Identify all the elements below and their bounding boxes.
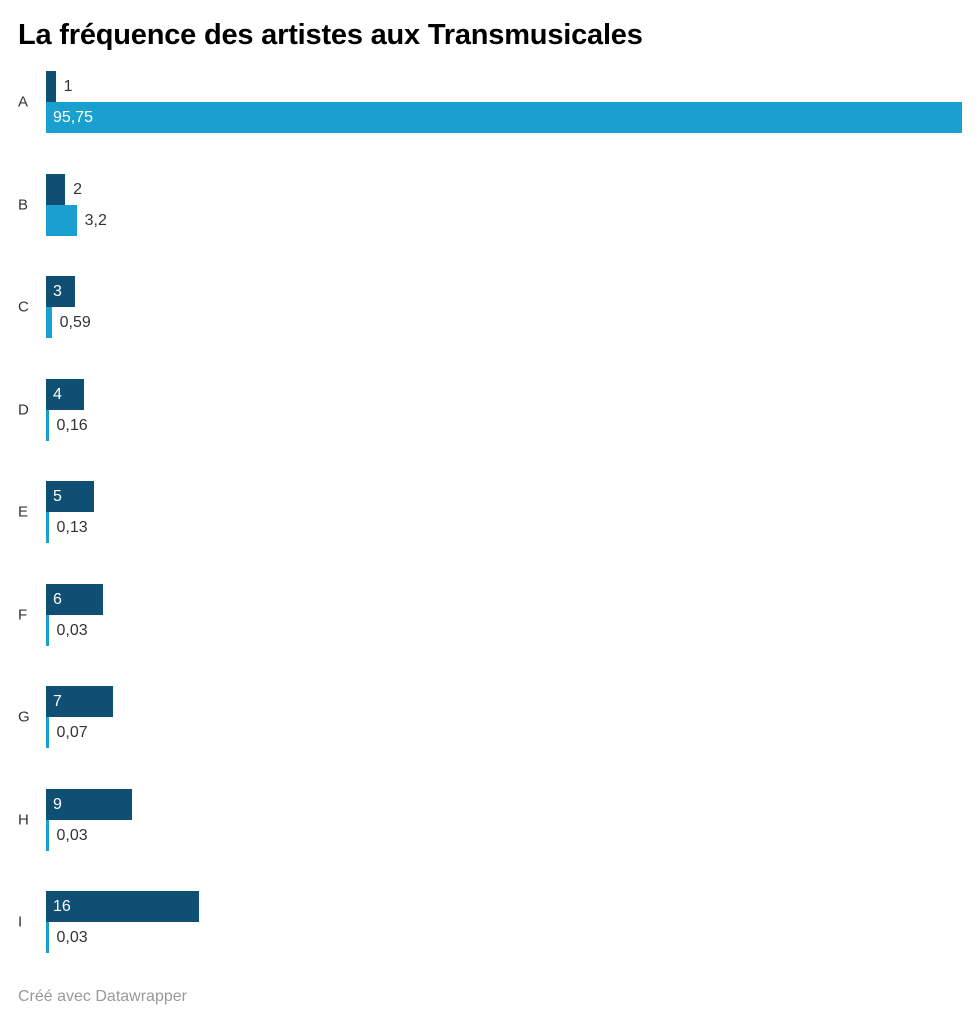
value-label: 5 — [53, 488, 62, 505]
category-label: D — [18, 401, 29, 418]
bar-row-secondary: 0,07 — [46, 717, 962, 748]
category-label: E — [18, 503, 29, 521]
bar-secondary — [46, 204, 77, 236]
bar-primary — [46, 788, 133, 820]
category-label: A — [18, 93, 29, 111]
bar-secondary — [46, 819, 49, 851]
value-label: 9 — [53, 795, 62, 813]
value-label: 3 — [53, 283, 62, 300]
value-label: 2 — [73, 180, 83, 198]
value-label: 0,03 — [56, 621, 88, 639]
category-label: F — [18, 606, 28, 623]
bar-group-f: F 6 0,03 — [18, 583, 962, 646]
bar-row-primary: 4 — [46, 378, 962, 410]
bar-row-secondary: 0,59 — [46, 307, 962, 338]
datawrapper-credit-link[interactable]: Créé avec Datawrapper — [18, 988, 187, 1005]
bar-row-secondary: 3,2 — [46, 204, 962, 236]
value-label: 0,59 — [59, 314, 91, 331]
bar-row-primary: 5 — [46, 481, 962, 512]
bar-primary — [46, 173, 66, 205]
bar-group-h: H 9 0,03 — [18, 788, 962, 851]
bar-group-b: B 2 3,2 — [18, 173, 962, 236]
bar-row-primary: 9 — [46, 788, 962, 820]
bar-group-g: G 7 0,07 — [18, 686, 962, 748]
value-label: 0,16 — [56, 416, 88, 434]
bar-secondary — [46, 512, 49, 543]
bar-row-secondary: 0,03 — [46, 922, 962, 953]
value-label: 3,2 — [84, 211, 107, 229]
bar-primary — [46, 686, 113, 717]
bar-row-secondary: 95,75 — [46, 102, 962, 133]
bar-group-c: C 3 0,59 — [18, 276, 962, 338]
bar-secondary — [46, 409, 49, 441]
bar-row-secondary: 0,16 — [46, 409, 962, 441]
category-label: I — [18, 913, 23, 931]
value-label: 7 — [53, 693, 62, 710]
bar-row-secondary: 0,03 — [46, 614, 962, 646]
bar-row-primary: 3 — [46, 276, 962, 307]
bar-secondary — [46, 614, 49, 646]
bar-secondary — [46, 102, 962, 133]
bar-row-primary: 1 — [46, 71, 962, 102]
bar-row-primary: 2 — [46, 173, 962, 205]
bar-row-primary: 16 — [46, 891, 962, 922]
value-label: 0,07 — [56, 724, 88, 741]
value-label: 0,13 — [56, 519, 88, 536]
category-label: C — [18, 298, 29, 316]
bar-group-a: A 1 95,75 — [18, 71, 962, 133]
bar-chart: A 1 95,75 B 2 3,2 C 3 0,59 D 4 0,16 E 5 0,13 F 6 0,03 G 7 0,… — [18, 71, 962, 953]
category-label: H — [18, 811, 29, 828]
bar-group-i: I 16 0,03 — [18, 891, 962, 953]
value-label: 0,03 — [56, 826, 88, 844]
bar-row-primary: 6 — [46, 583, 962, 615]
value-label: 16 — [53, 898, 71, 915]
bar-secondary — [46, 922, 49, 953]
bar-row-secondary: 0,13 — [46, 512, 962, 543]
bar-row-primary: 7 — [46, 686, 962, 717]
bar-primary — [46, 71, 56, 102]
bar-primary — [46, 378, 85, 410]
value-label: 1 — [63, 78, 73, 95]
category-label: B — [18, 196, 29, 213]
bar-secondary — [46, 717, 49, 748]
bar-secondary — [46, 307, 52, 338]
bar-primary — [46, 481, 94, 512]
value-label: 95,75 — [53, 109, 94, 126]
bar-group-d: D 4 0,16 — [18, 378, 962, 441]
bar-primary — [46, 276, 75, 307]
value-label: 0,03 — [56, 929, 88, 946]
bar-group-e: E 5 0,13 — [18, 481, 962, 543]
value-label: 4 — [53, 385, 62, 403]
value-label: 6 — [53, 590, 62, 608]
bar-primary — [46, 583, 104, 615]
bar-primary — [46, 891, 200, 922]
category-label: G — [18, 708, 30, 726]
chart-title: La fréquence des artistes aux Transmusic… — [18, 19, 643, 51]
bar-row-secondary: 0,03 — [46, 819, 962, 851]
